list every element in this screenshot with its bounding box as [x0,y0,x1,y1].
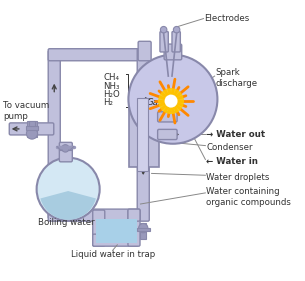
Circle shape [37,158,100,221]
Text: To vacuum
pump: To vacuum pump [3,101,49,121]
Text: Water containing
organic compounds: Water containing organic compounds [206,187,291,207]
FancyBboxPatch shape [164,44,182,60]
Bar [141,223,146,239]
Text: Electrodes: Electrodes [204,14,250,23]
FancyBboxPatch shape [158,112,177,122]
FancyBboxPatch shape [137,163,149,221]
Text: Water droplets: Water droplets [206,173,270,182]
Bar [27,121,37,137]
Circle shape [128,55,217,144]
Circle shape [158,88,184,114]
FancyBboxPatch shape [93,210,105,246]
FancyBboxPatch shape [9,123,54,135]
FancyBboxPatch shape [48,51,60,218]
FancyBboxPatch shape [137,49,149,152]
Bar [27,126,38,130]
Bar [137,228,150,231]
Bar [29,121,35,126]
Bar [59,146,72,150]
Bar [129,102,159,167]
Circle shape [160,26,167,33]
Text: Spark
discharge: Spark discharge [216,68,258,88]
FancyBboxPatch shape [172,31,180,52]
Text: ← Water in: ← Water in [206,157,258,166]
Circle shape [27,128,38,139]
Text: Condenser: Condenser [206,143,253,152]
FancyBboxPatch shape [48,209,140,221]
FancyBboxPatch shape [160,31,168,52]
Circle shape [138,223,148,233]
Circle shape [62,145,69,152]
Bar [96,219,137,243]
FancyBboxPatch shape [158,129,177,140]
Text: Liquid water in trap: Liquid water in trap [70,250,155,259]
Text: H₂: H₂ [103,98,113,107]
Text: Boiling water: Boiling water [38,218,95,227]
FancyBboxPatch shape [93,234,138,246]
FancyBboxPatch shape [128,209,140,221]
FancyBboxPatch shape [59,142,72,162]
Text: CH₄: CH₄ [103,73,119,82]
Circle shape [173,26,180,33]
Bar [137,98,148,171]
FancyBboxPatch shape [48,49,144,61]
Text: H₂O: H₂O [103,90,120,99]
FancyBboxPatch shape [138,41,151,61]
Wedge shape [40,191,96,220]
Text: NH₃: NH₃ [103,82,120,91]
Text: → Water out: → Water out [206,130,265,139]
Text: Gases: Gases [147,98,173,106]
FancyBboxPatch shape [128,210,140,246]
Circle shape [165,95,178,108]
